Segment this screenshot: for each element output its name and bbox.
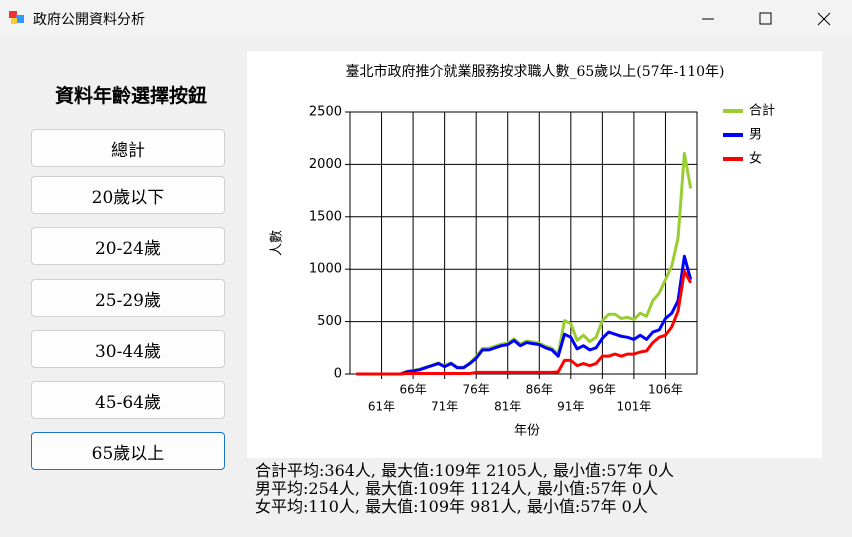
app-icon xyxy=(9,11,24,24)
x-tick-label: 96年 xyxy=(589,383,616,397)
legend-label: 合計 xyxy=(749,103,775,119)
x-tick-label: 71年 xyxy=(431,400,458,414)
y-tick-label: 2000 xyxy=(309,157,342,172)
x-tick-label: 101年 xyxy=(616,400,651,414)
stat-line: 合計平均:364人, 最大值:109年 2105人, 最小值:57年 0人 xyxy=(255,461,675,480)
x-tick-label: 106年 xyxy=(648,383,683,397)
y-tick-label: 1500 xyxy=(309,209,342,224)
plot-frame xyxy=(349,111,698,375)
y-tick-label: 500 xyxy=(317,314,342,329)
age-button[interactable]: 20-24歲 xyxy=(31,227,225,265)
line-series xyxy=(356,254,693,376)
x-axis-label: 年份 xyxy=(514,424,540,439)
stat-line: 女平均:110人, 最大值:109年 981人, 最小值:57年 0人 xyxy=(255,497,648,516)
age-button[interactable]: 總計 xyxy=(31,129,225,167)
window-controls[interactable] xyxy=(690,0,850,38)
y-axis-label: 人數 xyxy=(270,230,285,256)
age-button[interactable]: 20歲以下 xyxy=(31,176,225,214)
y-tick-label: 1000 xyxy=(309,262,342,277)
x-tick-label: 91年 xyxy=(557,400,584,414)
window-title: 政府公開資料分析 xyxy=(33,12,145,28)
line-series xyxy=(356,151,693,376)
x-tick-label: 86年 xyxy=(526,383,553,397)
chart-title: 臺北市政府推介就業服務按求職人數_65歲以上(57年-110年) xyxy=(345,63,724,80)
x-tick-label: 76年 xyxy=(463,383,490,397)
x-tick-label: 66年 xyxy=(399,383,426,397)
y-tick-label: 2500 xyxy=(309,105,342,120)
legend-label: 男 xyxy=(749,128,762,143)
line-series xyxy=(356,269,693,376)
title-bar: 政府公開資料分析 xyxy=(0,0,852,38)
age-button[interactable]: 25-29歲 xyxy=(31,279,225,317)
x-tick-label: 61年 xyxy=(368,400,395,414)
maximize[interactable] xyxy=(759,12,772,25)
chart: 臺北市政府推介就業服務按求職人數_65歲以上(57年-110年) 年份 人數 0… xyxy=(270,63,776,439)
legend-label: 女 xyxy=(749,151,762,167)
y-tick-label: 0 xyxy=(334,367,342,382)
age-button[interactable]: 45-64歲 xyxy=(31,381,225,419)
stats: 合計平均:364人, 最大值:109年 2105人, 最小值:57年 0人 男平均… xyxy=(255,462,674,516)
stat-line: 男平均:254人, 最大值:109年 1124人, 最小值:57年 0人 xyxy=(255,479,659,498)
age-button[interactable]: 30-44歲 xyxy=(31,330,225,368)
close[interactable] xyxy=(817,12,831,26)
x-tick-label: 81年 xyxy=(494,400,521,414)
sidebar-heading: 資料年齡選擇按鈕 xyxy=(54,85,207,107)
chart-panel: 臺北市政府推介就業服務按求職人數_65歲以上(57年-110年) 年份 人數 0… xyxy=(247,51,822,458)
age-button[interactable]: 65歲以上 xyxy=(31,432,225,470)
